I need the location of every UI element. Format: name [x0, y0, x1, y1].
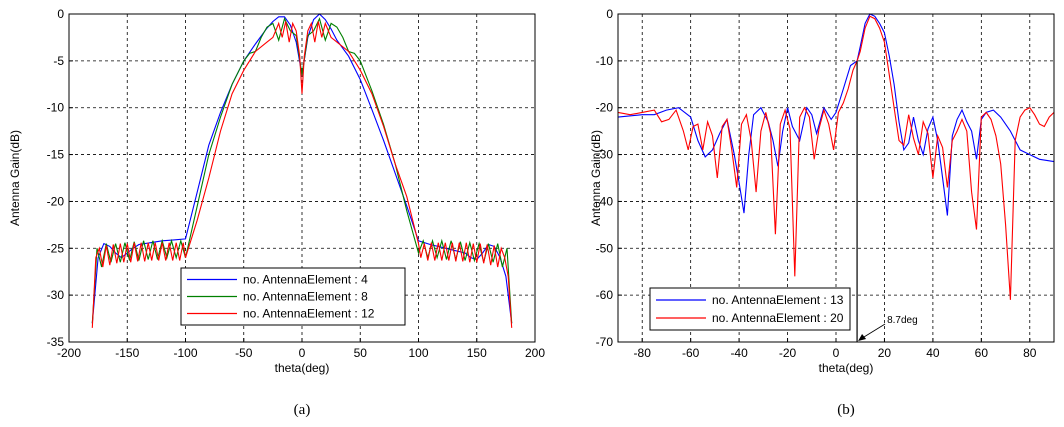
chart-b-y-axis-label: Antenna Gain(dB) — [589, 130, 603, 226]
x-tick-label: 150 — [467, 346, 487, 360]
chart-b-y-ticks: -70 -60 -50 -40 -30 -20 -10 0 — [596, 7, 622, 349]
chart-b-marker-line: 8.7deg — [856, 60, 918, 342]
annotation-label: 8.7deg — [887, 315, 918, 326]
legend-label-3: no. AntennaElement : 12 — [243, 307, 375, 321]
chart-a-y-ticks: -35 -30 -25 -20 -15 -10 -5 0 — [47, 7, 73, 349]
chart-b: -80 -60 -40 -20 0 20 40 60 80 -70 -60 -50 -40 -30 -20… — [589, 7, 1055, 418]
legend-label-2: no. AntennaElement : 20 — [712, 311, 844, 325]
x-tick-label: -80 — [634, 346, 652, 360]
chart-b-x-axis-label: theta(deg) — [819, 361, 874, 375]
y-tick-label: -10 — [47, 101, 65, 115]
y-tick-label: -70 — [596, 335, 614, 349]
chart-a-y-axis-label: Antenna Gain(dB) — [8, 130, 22, 226]
y-tick-label: -35 — [47, 335, 65, 349]
x-tick-label: -50 — [235, 346, 253, 360]
chart-b-legend: no. AntennaElement : 13 no. AntennaElemen… — [649, 287, 851, 331]
chart-a-axes-box — [68, 13, 536, 343]
chart-a: -200 -150 -100 -50 0 50 100 150 200 -35-30-25-20… — [8, 7, 545, 418]
y-tick-label: -20 — [596, 101, 614, 115]
x-tick-label: 60 — [975, 346, 989, 360]
legend-label-1: no. AntennaElement : 4 — [243, 273, 368, 287]
chart-a-x-axis-label: theta(deg) — [275, 361, 330, 375]
x-tick-label: 0 — [833, 346, 840, 360]
legend-label-1: no. AntennaElement : 13 — [712, 293, 844, 307]
x-tick-label: 100 — [408, 346, 428, 360]
chart-b-series — [617, 13, 1055, 300]
chart-b-axes-box — [617, 13, 1055, 343]
x-tick-label: 50 — [354, 346, 368, 360]
y-tick-label: -5 — [53, 54, 64, 68]
y-tick-label: -50 — [596, 241, 614, 255]
y-tick-label: -60 — [596, 288, 614, 302]
y-tick-label: -15 — [47, 148, 65, 162]
y-tick-label: -40 — [596, 194, 614, 208]
x-tick-label: 40 — [926, 346, 940, 360]
series-line-3 — [91, 21, 513, 328]
y-tick-label: 0 — [57, 7, 64, 21]
y-tick-label: -25 — [47, 241, 65, 255]
x-tick-label: 80 — [1023, 346, 1037, 360]
y-tick-label: -20 — [47, 194, 65, 208]
x-tick-label: -150 — [115, 346, 139, 360]
y-tick-label: -30 — [596, 148, 614, 162]
annotation-arrowhead — [858, 334, 867, 341]
legend-box — [649, 287, 851, 331]
x-tick-label: 20 — [878, 346, 892, 360]
x-tick-label: -40 — [730, 346, 748, 360]
y-tick-label: -10 — [596, 54, 614, 68]
legend-label-2: no. AntennaElement : 8 — [243, 290, 368, 304]
chart-b-x-ticks: -80 -60 -40 -20 0 20 40 60 80 — [634, 338, 1037, 360]
series-line-1 — [617, 13, 1055, 216]
x-tick-label: -60 — [682, 346, 700, 360]
x-tick-label: -100 — [173, 346, 197, 360]
series-line-2 — [617, 15, 1055, 300]
caption-a: (a) — [294, 402, 311, 418]
chart-a-legend: no. AntennaElement : 4 no. AntennaElement… — [180, 267, 406, 326]
x-tick-label: -200 — [57, 346, 81, 360]
y-tick-label: 0 — [606, 7, 613, 21]
chart-a-x-ticks: -200 -150 -100 -50 0 50 100 150 200 — [57, 338, 545, 360]
x-tick-label: 0 — [299, 346, 306, 360]
x-tick-label: -20 — [779, 346, 797, 360]
caption-b: (b) — [837, 402, 855, 418]
chart-a-series — [91, 13, 513, 328]
y-tick-label: -30 — [47, 288, 65, 302]
x-tick-label: 200 — [525, 346, 545, 360]
chart-a-grid — [69, 14, 535, 342]
